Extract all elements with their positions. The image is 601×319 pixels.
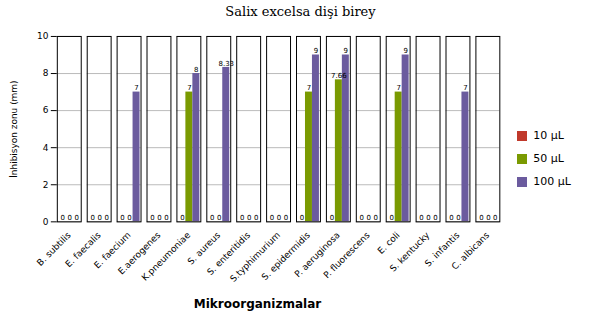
svg-text:0: 0 — [367, 214, 371, 222]
svg-text:9: 9 — [314, 47, 318, 55]
svg-text:0: 0 — [120, 214, 124, 222]
svg-text:0: 0 — [300, 214, 304, 222]
svg-text:E. faecalis: E. faecalis — [63, 230, 103, 270]
svg-text:E.aerogenes: E.aerogenes — [116, 230, 163, 277]
svg-text:0: 0 — [456, 214, 460, 222]
svg-text:S. epidermidis: S. epidermidis — [259, 230, 312, 283]
html-text:50 μL: 50 μL — [533, 152, 564, 165]
svg-text:0: 0 — [217, 214, 221, 222]
html-text:Mikroorganizmalar: Mikroorganizmalar — [193, 297, 322, 312]
svg-text:0: 0 — [449, 214, 453, 222]
svg-text:0: 0 — [90, 214, 94, 222]
svg-text:8: 8 — [43, 68, 49, 78]
svg-text:0: 0 — [426, 214, 430, 222]
svg-text:S. kentucky: S. kentucky — [388, 230, 432, 274]
svg-text:0: 0 — [419, 214, 423, 222]
svg-text:0: 0 — [247, 214, 251, 222]
svg-text:6: 6 — [43, 105, 49, 115]
svg-text:0: 0 — [43, 217, 49, 227]
svg-text:0: 0 — [150, 214, 154, 222]
svg-text:K.pneumoniae: K.pneumoniae — [140, 230, 193, 283]
svg-text:10: 10 — [37, 31, 49, 41]
svg-text:9: 9 — [403, 47, 407, 55]
svg-text:0: 0 — [75, 214, 79, 222]
svg-text:0: 0 — [277, 214, 281, 222]
svg-text:0: 0 — [104, 214, 108, 222]
svg-text:0: 0 — [330, 214, 334, 222]
svg-text:S. aureus: S. aureus — [185, 230, 223, 267]
svg-text:7: 7 — [307, 84, 311, 92]
svg-text:0: 0 — [157, 214, 161, 222]
svg-text:0: 0 — [240, 214, 244, 222]
svg-text:İnhibisyon zonu (mm): İnhibisyon zonu (mm) — [9, 80, 19, 177]
svg-text:7.66: 7.66 — [331, 72, 347, 80]
svg-text:B. subtilis: B. subtilis — [34, 230, 73, 268]
svg-text:0: 0 — [486, 214, 490, 222]
svg-text:P. fluorescens: P. fluorescens — [322, 230, 372, 280]
html-text:Salix excelsa dişi birey: Salix excelsa dişi birey — [225, 4, 376, 19]
svg-text:0: 0 — [180, 214, 184, 222]
svg-text:0: 0 — [210, 214, 214, 222]
svg-text:0: 0 — [374, 214, 378, 222]
svg-text:7: 7 — [187, 84, 191, 92]
svg-text:0: 0 — [493, 214, 497, 222]
svg-text:S. enteritidis: S. enteritidis — [205, 230, 253, 278]
svg-text:C. albicans: C. albicans — [450, 230, 492, 272]
svg-text:E. faecium: E. faecium — [92, 230, 133, 271]
svg-text:0: 0 — [479, 214, 483, 222]
svg-text:0: 0 — [68, 214, 72, 222]
svg-text:4: 4 — [43, 143, 49, 153]
svg-text:0: 0 — [433, 214, 437, 222]
svg-text:0: 0 — [97, 214, 101, 222]
svg-text:0: 0 — [360, 214, 364, 222]
svg-text:0: 0 — [61, 214, 65, 222]
svg-text:7: 7 — [396, 84, 400, 92]
svg-text:9: 9 — [344, 47, 348, 55]
svg-text:P. aeruginosa: P. aeruginosa — [292, 230, 342, 280]
svg-text:0: 0 — [389, 214, 393, 222]
svg-text:2: 2 — [43, 180, 49, 190]
svg-text:S.typhimurium: S.typhimurium — [228, 230, 282, 284]
html-text:100 μL: 100 μL — [533, 175, 571, 188]
svg-text:0: 0 — [284, 214, 288, 222]
svg-text:0: 0 — [270, 214, 274, 222]
svg-text:S. infantis: S. infantis — [422, 230, 462, 269]
html-text:10 μL: 10 μL — [533, 129, 564, 142]
svg-text:E. coli: E. coli — [376, 230, 402, 256]
svg-text:8: 8 — [194, 66, 198, 74]
svg-text:7: 7 — [134, 84, 138, 92]
svg-text:0: 0 — [127, 214, 131, 222]
svg-text:8.33: 8.33 — [218, 60, 234, 68]
svg-text:7: 7 — [463, 84, 467, 92]
svg-text:0: 0 — [164, 214, 168, 222]
svg-text:0: 0 — [254, 214, 258, 222]
